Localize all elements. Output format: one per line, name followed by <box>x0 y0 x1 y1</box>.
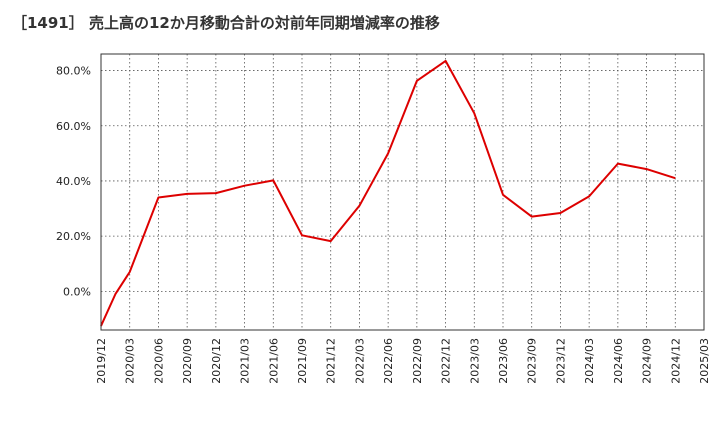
x-tick-label: 2021/12 <box>325 338 338 384</box>
y-tick-label: 20.0% <box>56 230 91 243</box>
chart-title: ［1491］ 売上高の12か月移動合計の対前年同期増減率の推移 <box>12 14 440 32</box>
x-tick-label: 2021/06 <box>267 338 280 384</box>
x-tick-label: 2024/03 <box>583 338 596 384</box>
x-tick-label: 2020/06 <box>152 338 165 384</box>
y-axis-ticks: 0.0% 20.0% 40.0% 60.0% 80.0% <box>56 65 91 299</box>
x-tick-label: 2022/06 <box>382 338 395 384</box>
x-tick-label: 2020/09 <box>181 338 194 384</box>
x-tick-label: 2021/09 <box>296 338 309 384</box>
x-tick-label: 2020/03 <box>124 338 137 384</box>
x-tick-label: 2022/03 <box>353 338 366 384</box>
x-axis-ticks: 2019/12 2020/03 2020/06 2020/09 2020/12 2021/… <box>95 338 711 384</box>
plot-background <box>101 54 704 330</box>
grid-layer <box>101 54 704 330</box>
series-layer <box>100 59 676 327</box>
x-tick-label: 2024/12 <box>669 338 682 384</box>
x-tick-label: 2023/03 <box>468 338 481 384</box>
y-tick-label: 80.0% <box>56 65 91 78</box>
y-tick-label: 60.0% <box>56 120 91 133</box>
x-tick-label: 2024/09 <box>641 338 654 384</box>
x-tick-label: 2024/06 <box>612 338 625 384</box>
x-tick-label: 2019/12 <box>95 338 108 384</box>
x-tick-label: 2025/03 <box>698 338 711 384</box>
series-line <box>100 59 676 327</box>
x-tick-label: 2020/12 <box>210 338 223 384</box>
x-tick-label: 2023/06 <box>497 338 510 384</box>
plot-frame <box>100 53 705 331</box>
x-tick-label: 2022/09 <box>411 338 424 384</box>
x-tick-label: 2022/12 <box>440 338 453 384</box>
x-tick-label: 2023/09 <box>526 338 539 384</box>
x-tick-label: 2023/12 <box>554 338 567 384</box>
x-tick-label: 2021/03 <box>239 338 252 384</box>
y-tick-label: 0.0% <box>63 285 91 298</box>
y-tick-label: 40.0% <box>56 175 91 188</box>
